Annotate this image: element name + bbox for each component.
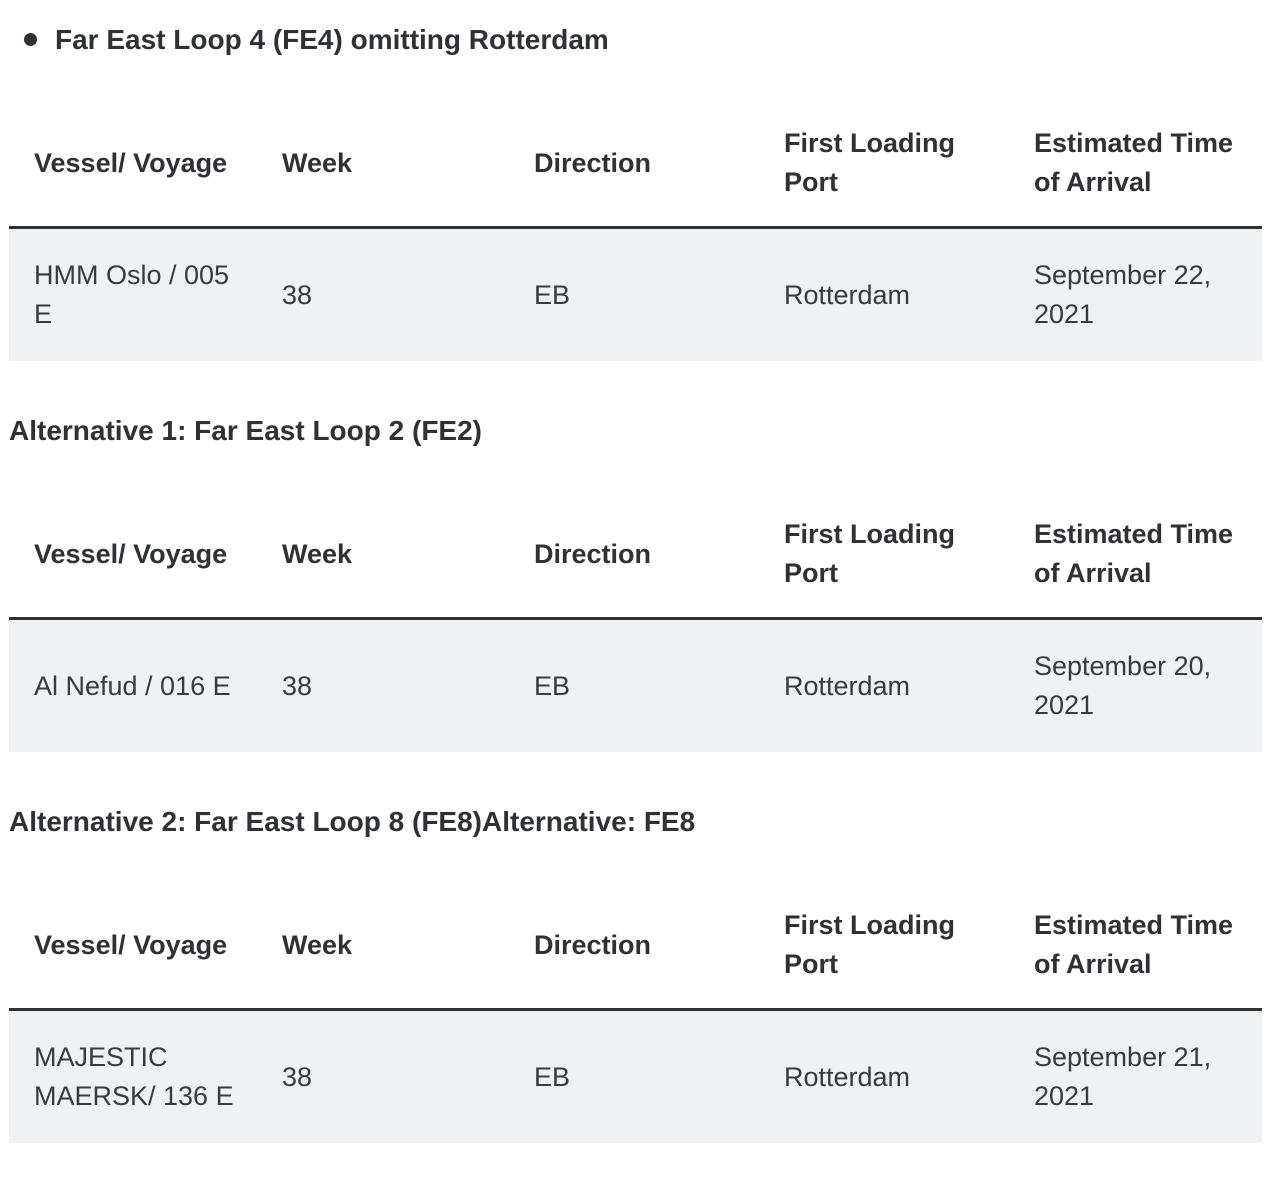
column-header: First Loading Port [759,100,1009,229]
column-header: First Loading Port [759,491,1009,620]
table-head: Vessel/ Voyage Week Direction First Loading… [9,100,1262,229]
table-header-row: Vessel/ Voyage Week Direction First Loading… [9,491,1262,620]
column-header: First Loading Port [759,882,1009,1011]
table-cell: September 21, 2021 [1009,1009,1262,1143]
column-header: Vessel/ Voyage [9,100,257,229]
section-heading-text: Alternative 1: Far East Loop 2 (FE2) [9,415,482,446]
column-header: Estimated Time of Arrival [1009,100,1262,229]
table-row: MAJESTIC MAERSK/ 136 E 38 EB Rotterdam Septe… [9,1009,1262,1143]
schedule-table: Vessel/ Voyage Week Direction First Loading… [9,491,1262,752]
table-cell: September 20, 2021 [1009,618,1262,752]
column-header: Week [257,882,509,1011]
schedule-section: Alternative 1: Far East Loop 2 (FE2) Ves… [9,411,1262,752]
table-row: Al Nefud / 016 E 38 EB Rotterdam September 2… [9,618,1262,752]
column-header: Estimated Time of Arrival [1009,491,1262,620]
table-body: MAJESTIC MAERSK/ 136 E 38 EB Rotterdam Septe… [9,1009,1262,1143]
table-cell: EB [509,227,759,361]
bullet-icon [24,33,37,46]
schedule-section: Far East Loop 4 (FE4) omitting Rotterdam… [9,20,1262,361]
table-cell: Rotterdam [759,227,1009,361]
section-heading: Alternative 2: Far East Loop 8 (FE8)Alte… [9,802,1262,842]
table-head: Vessel/ Voyage Week Direction First Loading… [9,491,1262,620]
schedule-section: Alternative 2: Far East Loop 8 (FE8)Alte… [9,802,1262,1143]
table-cell: EB [509,1009,759,1143]
table-row: HMM Oslo / 005 E 38 EB Rotterdam September 2… [9,227,1262,361]
table-cell: 38 [257,227,509,361]
schedule-table: Vessel/ Voyage Week Direction First Loading… [9,100,1262,361]
table-cell: September 22, 2021 [1009,227,1262,361]
section-heading: Alternative 1: Far East Loop 2 (FE2) [9,411,1262,451]
column-header: Week [257,491,509,620]
schedule-table: Vessel/ Voyage Week Direction First Loading… [9,882,1262,1143]
table-cell: 38 [257,1009,509,1143]
column-header: Week [257,100,509,229]
table-header-row: Vessel/ Voyage Week Direction First Loading… [9,882,1262,1011]
section-heading-text: Far East Loop 4 (FE4) omitting Rotterdam [55,24,609,55]
table-cell: Al Nefud / 016 E [9,618,257,752]
section-heading-text: Alternative 2: Far East Loop 8 (FE8)Alte… [9,806,696,837]
table-cell: MAJESTIC MAERSK/ 136 E [9,1009,257,1143]
column-header: Direction [509,882,759,1011]
column-header: Vessel/ Voyage [9,491,257,620]
table-body: Al Nefud / 016 E 38 EB Rotterdam September 2… [9,618,1262,752]
table-cell: Rotterdam [759,1009,1009,1143]
section-heading: Far East Loop 4 (FE4) omitting Rotterdam [9,20,1262,60]
table-cell: Rotterdam [759,618,1009,752]
column-header: Estimated Time of Arrival [1009,882,1262,1011]
column-header: Direction [509,100,759,229]
table-header-row: Vessel/ Voyage Week Direction First Loading… [9,100,1262,229]
table-cell: EB [509,618,759,752]
table-cell: 38 [257,618,509,752]
table-head: Vessel/ Voyage Week Direction First Loading… [9,882,1262,1011]
column-header: Direction [509,491,759,620]
table-body: HMM Oslo / 005 E 38 EB Rotterdam September 2… [9,227,1262,361]
table-cell: HMM Oslo / 005 E [9,227,257,361]
column-header: Vessel/ Voyage [9,882,257,1011]
